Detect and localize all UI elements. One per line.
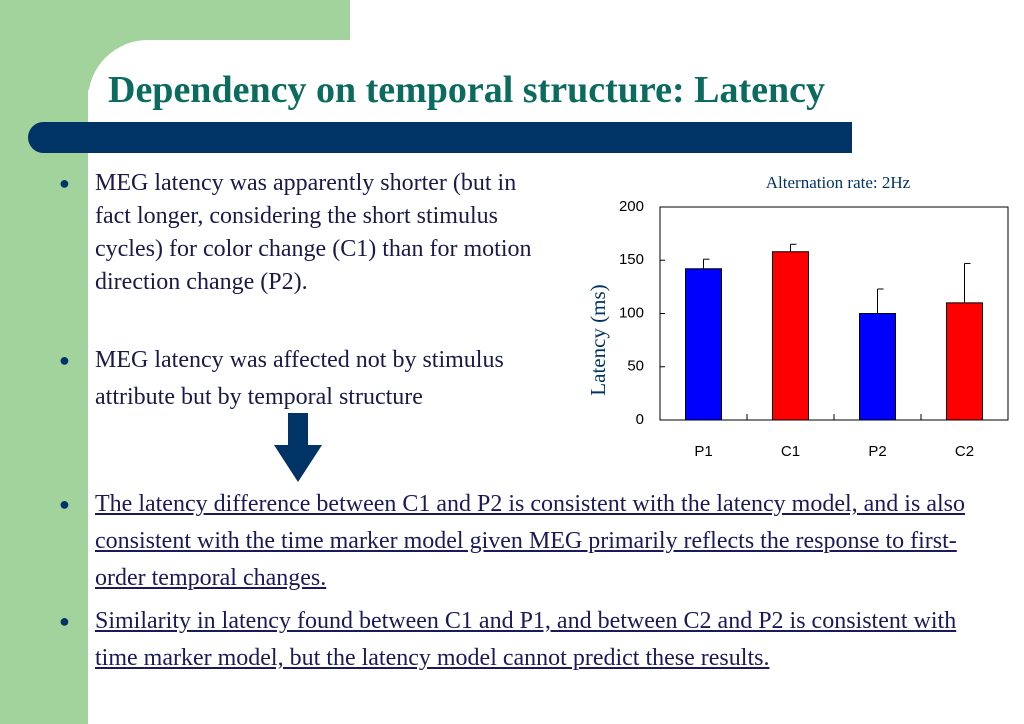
decoration [0, 0, 88, 724]
y-tick-label: 200 [619, 198, 644, 215]
chart-title: Alternation rate: 2Hz [766, 173, 911, 192]
y-tick-label: 0 [636, 411, 644, 428]
bullet-link[interactable]: Similarity in latency found between C1 a… [59, 603, 995, 677]
title-band [28, 122, 852, 153]
y-tick-label: 50 [627, 358, 644, 375]
x-tick-label: C1 [781, 443, 800, 460]
x-tick-label: P2 [868, 443, 886, 460]
bar [685, 268, 722, 421]
bullet: MEG latency was apparently shorter (but … [59, 167, 555, 299]
slide-title: Dependency on temporal structure: Latenc… [108, 69, 825, 111]
arrow [274, 413, 322, 482]
bar [946, 302, 983, 421]
y-axis-label: Latency (ms) [586, 284, 610, 395]
bar [772, 251, 809, 421]
bullet: MEG latency was affected not by stimulus… [59, 342, 525, 416]
y-tick-label: 150 [619, 251, 644, 268]
bullet-link[interactable]: The latency difference between C1 and P2… [59, 486, 995, 597]
x-tick-label: P1 [694, 443, 712, 460]
x-tick-label: C2 [955, 443, 974, 460]
y-tick-label: 100 [619, 304, 644, 321]
bar [859, 313, 896, 421]
